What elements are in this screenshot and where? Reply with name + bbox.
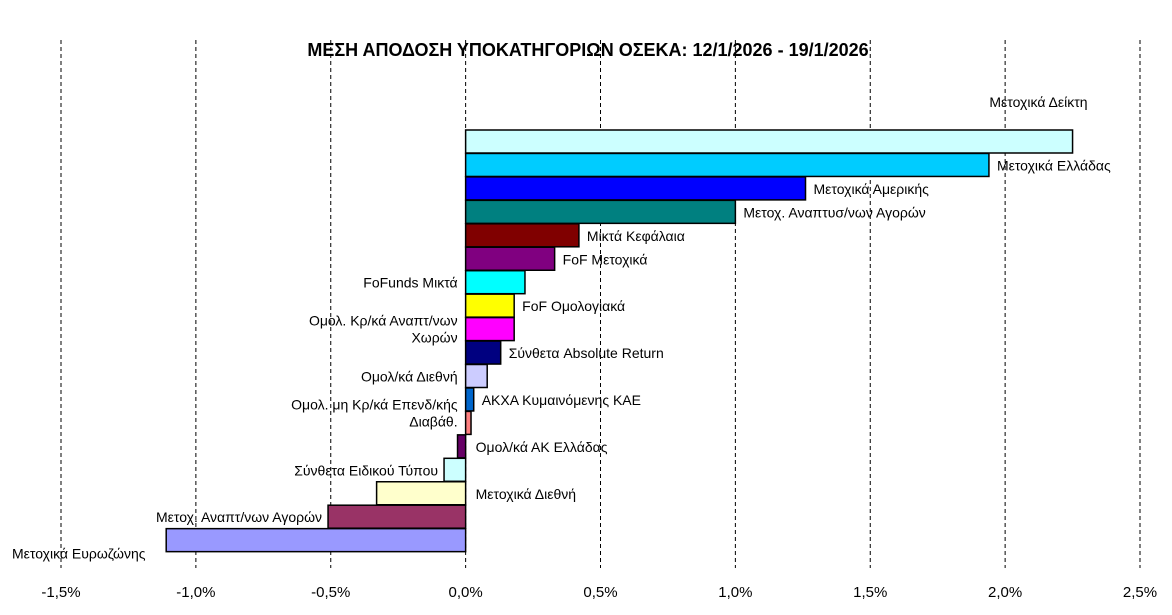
bar (464, 340, 502, 365)
bar (165, 527, 467, 553)
bar-label: Σύνθετα Absolute Return (509, 345, 664, 361)
x-tick-label: 2,5% (1123, 584, 1157, 601)
bar (464, 293, 515, 318)
bar-label: ΑΚΧΑ Κυμαινόμενης ΚΑΕ (482, 392, 641, 408)
bar-label-line: Χωρών (411, 330, 457, 346)
bar-label-line: Ομολ/κά Διεθνή (361, 369, 458, 385)
bar (456, 434, 467, 459)
x-tick-label: 0,5% (583, 584, 617, 601)
bar-label: Μετοχικά Ελλάδας (997, 157, 1111, 173)
bar (464, 176, 807, 201)
bar-labels: Μετοχικά Δείκτη Μετοχικά Ελλάδας Μετοχικά … (12, 94, 1111, 562)
bar-label: Μετοχικά Δείκτη (989, 94, 1087, 110)
bar-label: FoF Ομολογιακά (522, 298, 625, 314)
bar-label: Μικτά Κεφάλαια (587, 228, 685, 244)
x-tick-label: 2,0% (988, 584, 1022, 601)
bar (464, 246, 556, 271)
bar-label: Μετοχικά Ευρωζώνης (12, 546, 146, 562)
bar-label-line: Σύνθετα Absolute Return (509, 345, 664, 361)
x-tick-label: -1,5% (41, 584, 80, 601)
x-tick-label: -1,0% (176, 584, 215, 601)
chart-title: ΜΕΣΗ ΑΠΟΔΟΣΗ ΥΠΟΚΑΤΗΓΟΡΙΩΝ ΟΣΕΚΑ: 12/1/2… (307, 40, 868, 60)
bar (464, 410, 472, 436)
bar (327, 504, 467, 529)
bar-label-line: Ομολ. μη Κρ/κά Επενδ/κής (291, 396, 458, 412)
bar-label-line: Ομολ/κά ΑΚ Ελλάδας (476, 439, 608, 455)
bar-label: Μετοχικά Αμερικής (814, 181, 930, 197)
bar-label-line: FoF Μετοχικά (563, 251, 648, 267)
bar (375, 481, 467, 506)
bar (443, 457, 467, 483)
bar (464, 387, 475, 412)
x-tick-label: 1,5% (853, 584, 887, 601)
bar-label: Ομολ/κά ΑΚ Ελλάδας (476, 439, 608, 455)
bars (165, 129, 1074, 553)
bar-label: FoF Μετοχικά (563, 251, 648, 267)
bar-label-line: Ομολ. Κρ/κά Αναπτ/νων (309, 313, 458, 329)
bar (464, 269, 526, 295)
bar-label-line: ΑΚΧΑ Κυμαινόμενης ΚΑΕ (482, 392, 641, 408)
x-tick-label: 0,0% (449, 584, 483, 601)
x-axis-ticks: -1,5% -1,0% -0,5% 0,0% 0,5% 1,0% 1,5% 2,0% 2,5% (41, 584, 1157, 601)
bar-label-line: Μετοχικά Ευρωζώνης (12, 546, 146, 562)
bar-label: Μετοχ. Αναπτ/νων Αγορών (156, 509, 322, 525)
bar-label: Μετοχ. Αναπτυσ/νων Αγορών (743, 204, 925, 220)
bar-label-line: Διαβάθ. (409, 413, 457, 429)
bar-label: Ομολ. μη Κρ/κά Επενδ/κής Διαβάθ. (291, 396, 458, 429)
bar-label-line: FoFunds Μικτά (363, 275, 457, 291)
bar (464, 199, 737, 225)
x-tick-label: -0,5% (311, 584, 350, 601)
bar-label-line: Μετοχ. Αναπτ/νων Αγορών (156, 509, 322, 525)
bar-label: Ομολ/κά Διεθνή (361, 369, 458, 385)
bar-label: Μετοχικά Διεθνή (476, 486, 576, 502)
bar-label-line: Μετοχ. Αναπτυσ/νων Αγορών (743, 204, 925, 220)
bar-label-line: Μετοχικά Αμερικής (814, 181, 930, 197)
bar (464, 152, 990, 178)
bar-label-line: Μετοχικά Διεθνή (476, 486, 576, 502)
bar-label-line: Μετοχικά Δείκτη (989, 94, 1087, 110)
bar (464, 223, 580, 248)
bar-label-line: FoF Ομολογιακά (522, 298, 625, 314)
bar-label-line: Μικτά Κεφάλαια (587, 228, 685, 244)
bar-label-line: Σύνθετα Ειδικού Τύπου (294, 462, 438, 478)
bar (464, 129, 1074, 154)
bar (464, 316, 515, 342)
bar-label: FoFunds Μικτά (363, 275, 457, 291)
bar-label: Ομολ. Κρ/κά Αναπτ/νων Χωρών (309, 313, 458, 346)
bar (464, 363, 488, 389)
x-tick-label: 1,0% (718, 584, 752, 601)
grid-lines (60, 40, 1141, 568)
bar-label: Σύνθετα Ειδικού Τύπου (294, 462, 438, 478)
bar-label-line: Μετοχικά Ελλάδας (997, 157, 1111, 173)
